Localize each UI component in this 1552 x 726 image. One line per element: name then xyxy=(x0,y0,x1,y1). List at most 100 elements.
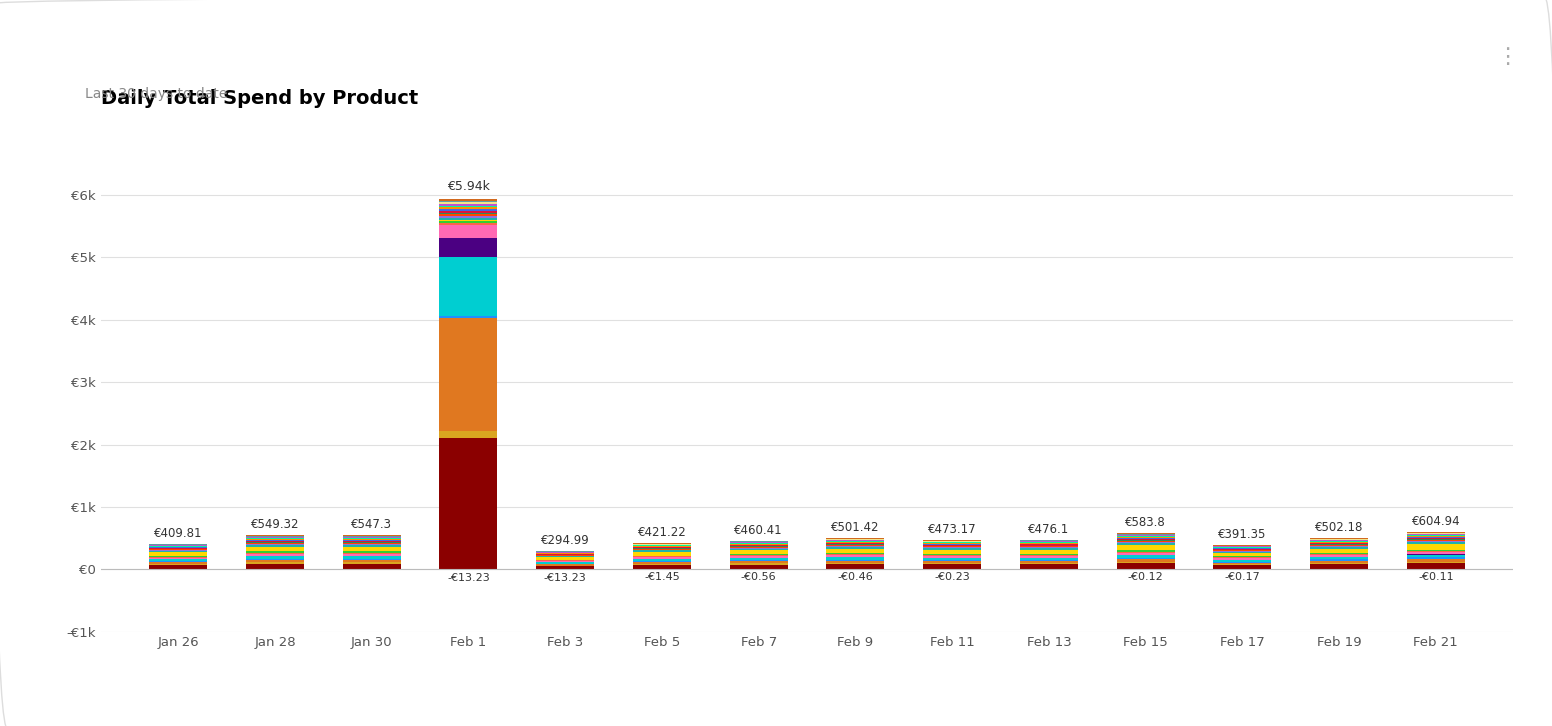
Bar xyxy=(1406,538,1465,539)
Bar xyxy=(439,258,498,316)
Bar xyxy=(826,554,885,555)
Bar xyxy=(1310,549,1369,553)
Bar xyxy=(149,552,208,556)
Bar xyxy=(245,544,304,547)
Bar xyxy=(149,557,208,558)
Text: -€0.11: -€0.11 xyxy=(1419,572,1454,582)
Bar xyxy=(923,539,981,541)
Bar xyxy=(923,563,981,564)
Bar xyxy=(633,559,691,561)
Bar xyxy=(633,564,691,565)
Bar xyxy=(729,542,788,543)
Bar xyxy=(923,564,981,569)
Bar xyxy=(1406,550,1465,551)
Bar xyxy=(1020,547,1079,548)
Bar xyxy=(1020,564,1079,569)
Bar xyxy=(633,549,691,550)
Bar xyxy=(343,547,400,552)
Bar xyxy=(923,556,981,558)
Bar xyxy=(1214,566,1271,569)
Bar xyxy=(923,542,981,543)
Text: -€0.23: -€0.23 xyxy=(934,572,970,582)
Bar xyxy=(439,205,498,208)
Bar xyxy=(1020,548,1079,550)
Bar xyxy=(1406,544,1465,550)
Bar xyxy=(729,550,788,554)
Bar xyxy=(1406,563,1465,569)
Bar xyxy=(1406,552,1465,555)
Bar xyxy=(149,560,208,561)
Bar xyxy=(1116,545,1175,550)
Bar xyxy=(729,560,788,561)
Bar xyxy=(633,558,691,559)
Bar xyxy=(535,562,594,563)
Bar xyxy=(729,545,788,547)
Text: ⋮: ⋮ xyxy=(1496,47,1518,68)
Bar xyxy=(245,538,304,539)
Bar xyxy=(439,213,498,214)
Bar xyxy=(439,203,498,204)
Bar xyxy=(1116,559,1175,562)
Bar xyxy=(439,318,498,431)
Bar xyxy=(1214,557,1271,558)
Bar xyxy=(1406,559,1465,562)
Bar xyxy=(633,561,691,562)
Bar xyxy=(1020,555,1079,556)
Bar xyxy=(343,541,400,542)
Bar xyxy=(439,216,498,218)
Bar xyxy=(1116,550,1175,552)
Text: Last 30 days to date: Last 30 days to date xyxy=(85,87,228,101)
Bar xyxy=(535,556,594,557)
Bar xyxy=(1310,557,1369,560)
Bar xyxy=(149,562,208,564)
Bar xyxy=(1020,543,1079,544)
Text: -€0.12: -€0.12 xyxy=(1128,572,1164,582)
Text: Daily Total Spend by Product: Daily Total Spend by Product xyxy=(101,89,417,107)
Bar xyxy=(1406,535,1465,536)
Text: -€0.46: -€0.46 xyxy=(838,572,874,582)
Bar xyxy=(1310,563,1369,564)
Bar xyxy=(1214,552,1271,553)
Bar xyxy=(729,563,788,565)
Bar xyxy=(923,547,981,548)
Bar xyxy=(149,548,208,549)
Bar xyxy=(826,540,885,541)
Bar xyxy=(826,555,885,557)
Bar xyxy=(826,547,885,549)
Bar xyxy=(1020,542,1079,543)
Text: €294.99: €294.99 xyxy=(540,534,590,547)
Text: €5.94k: €5.94k xyxy=(447,180,490,193)
Bar xyxy=(439,224,498,238)
Text: €583.8: €583.8 xyxy=(1125,516,1166,529)
Bar xyxy=(1406,551,1465,552)
Bar xyxy=(1310,553,1369,554)
Bar xyxy=(1310,555,1369,557)
Bar xyxy=(923,560,981,561)
Bar xyxy=(439,200,498,203)
Bar xyxy=(923,555,981,556)
Bar xyxy=(1406,531,1465,533)
Bar xyxy=(1310,540,1369,541)
Bar xyxy=(729,549,788,550)
Bar xyxy=(1020,556,1079,558)
Bar xyxy=(826,549,885,553)
Bar xyxy=(1116,563,1175,569)
Bar xyxy=(439,209,498,211)
Bar xyxy=(245,551,304,552)
Bar xyxy=(439,316,498,318)
Text: -€0.56: -€0.56 xyxy=(740,572,776,582)
Bar xyxy=(826,545,885,546)
Text: €476.1: €476.1 xyxy=(1029,523,1069,536)
Bar xyxy=(633,547,691,548)
Bar xyxy=(245,539,304,540)
Bar xyxy=(1406,558,1465,559)
Bar xyxy=(729,541,788,542)
Text: €549.32: €549.32 xyxy=(251,518,300,531)
Bar xyxy=(923,548,981,550)
Text: €502.18: €502.18 xyxy=(1315,521,1363,534)
Bar xyxy=(1406,534,1465,535)
Bar xyxy=(439,218,498,219)
Bar xyxy=(1214,563,1271,564)
Bar xyxy=(1214,553,1271,557)
Bar xyxy=(343,563,400,569)
